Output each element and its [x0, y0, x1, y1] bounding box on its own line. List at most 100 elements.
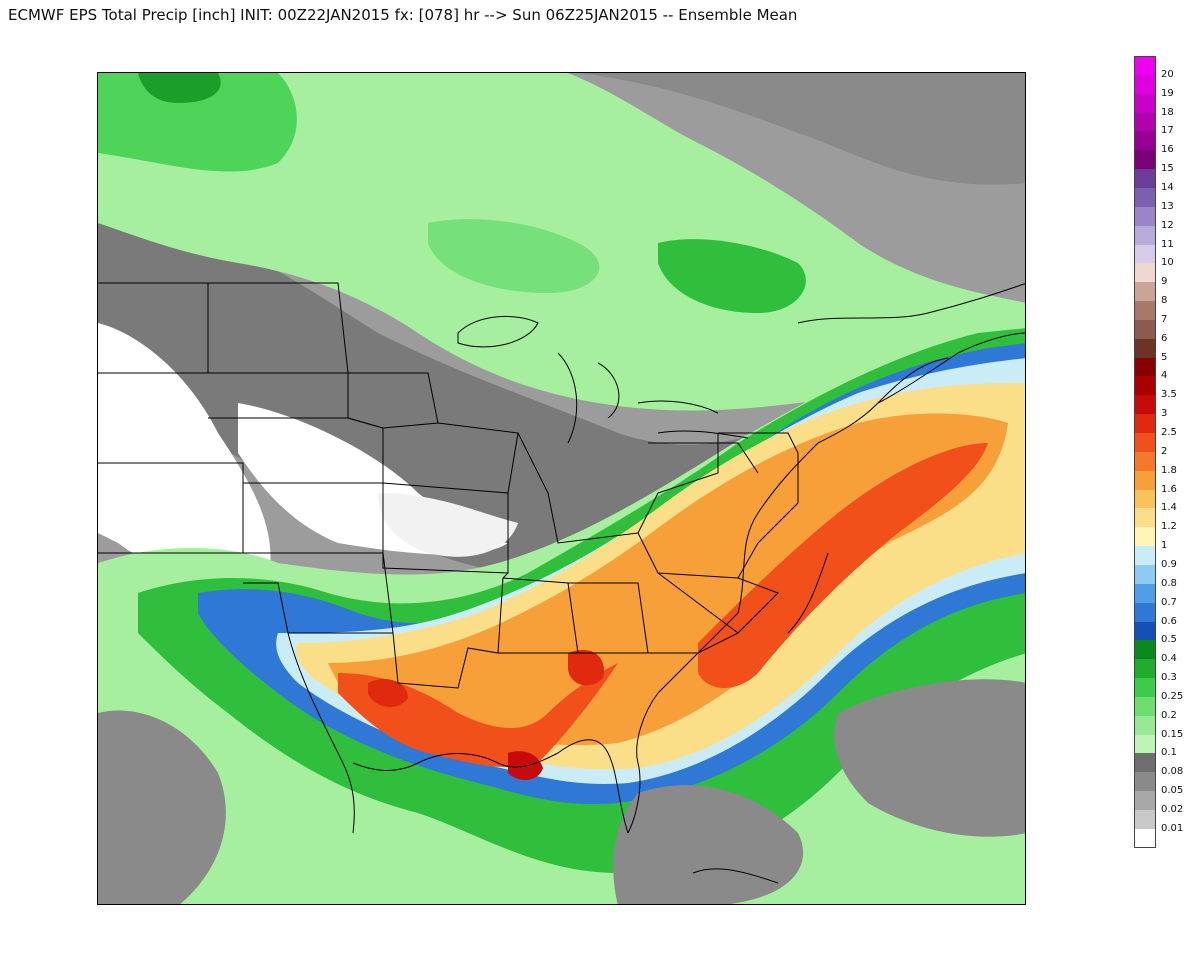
lake-outline — [657, 430, 749, 439]
colorbar-tick-label: 1.8 — [1161, 464, 1177, 476]
colorbar-swatch — [1134, 206, 1156, 227]
colorbar-tick-label: 15 — [1161, 163, 1174, 175]
colorbar-tick-label: 3.5 — [1161, 389, 1177, 401]
colorbar-swatch — [1134, 131, 1156, 151]
precip-band-mid-canada — [98, 73, 297, 172]
lake-outline — [637, 400, 719, 414]
colorbar-tick-label: 0.9 — [1161, 558, 1177, 570]
border-line — [718, 432, 799, 503]
colorbar-tick-label: 0.2 — [1161, 709, 1177, 721]
colorbar-tick-label: 2 — [1161, 445, 1168, 457]
colorbar-tick-label: 0.02 — [1161, 804, 1184, 815]
colorbar-swatch — [1134, 546, 1156, 566]
colorbar-tick-label: 0.5 — [1161, 634, 1177, 646]
state-borders — [98, 282, 1025, 884]
coastline — [877, 332, 1025, 404]
colorbar-tick-label: 0.7 — [1161, 596, 1177, 608]
colorbar-swatch — [1134, 696, 1156, 717]
colorbar-tick-label: 0.8 — [1161, 577, 1177, 589]
colorbar-tick-label: 6 — [1161, 332, 1168, 344]
no-precip-area-midwest — [378, 493, 518, 557]
colorbar-tick-label: 1.4 — [1161, 502, 1177, 514]
colorbar-swatch — [1134, 225, 1156, 245]
colorbar-tick-label: 9 — [1161, 276, 1168, 288]
precip-band-orange-south — [328, 413, 1008, 746]
colorbar-tick-label: 5 — [1161, 351, 1168, 363]
colorbar-swatch — [1134, 74, 1156, 95]
lake-outline — [557, 352, 578, 444]
colorbar-swatch — [1134, 395, 1156, 415]
colorbar-swatch — [1134, 621, 1156, 641]
colorbar-swatch — [1134, 678, 1156, 698]
precip-core-red-ga — [568, 649, 604, 686]
colorbar-swatch — [1134, 602, 1156, 622]
colorbar-tick-label: 0.4 — [1161, 653, 1177, 665]
colorbar-tick-label: 3 — [1161, 408, 1168, 420]
colorbar-swatch — [1134, 376, 1156, 396]
coastline — [352, 739, 629, 834]
precip-core-red-gulf — [368, 678, 408, 708]
colorbar-swatch — [1134, 734, 1156, 754]
colorbar-tick-label: 0.01 — [1161, 822, 1184, 834]
colorbar-tick-label: 7 — [1161, 313, 1168, 325]
colorbar-swatch — [1134, 508, 1156, 528]
precip-map — [97, 72, 1026, 905]
colorbar-swatch — [1134, 828, 1156, 849]
colorbar-swatch — [1134, 564, 1156, 585]
precip-band-grey-southeast — [834, 679, 1025, 837]
border-line — [243, 552, 394, 634]
colorbar-swatch — [1134, 93, 1156, 114]
colorbar-swatch — [1134, 319, 1156, 340]
precip-band-grey-southwest — [98, 710, 226, 904]
colorbar-tick-label: 0.05 — [1161, 785, 1184, 797]
colorbar-tick-label: 18 — [1161, 106, 1174, 118]
colorbar-swatch — [1134, 112, 1156, 132]
no-precip-area-west — [98, 323, 271, 586]
colorbar-swatch — [1134, 753, 1156, 773]
colorbar-swatch — [1134, 150, 1156, 170]
colorbar-swatch — [1134, 659, 1156, 679]
colorbar-swatch — [1134, 791, 1156, 811]
colorbar-tick-label: 10 — [1161, 257, 1174, 269]
colorbar-swatch — [1134, 433, 1156, 453]
border-line — [568, 582, 649, 654]
colorbar-tick-label: 0.6 — [1161, 615, 1177, 627]
colorbar-swatch — [1134, 583, 1156, 604]
colorbar-swatch — [1134, 357, 1156, 377]
colorbar-tick-label: 0.15 — [1161, 728, 1184, 740]
colorbar-swatch — [1134, 263, 1156, 283]
colorbar-swatch — [1134, 338, 1156, 359]
colorbar-tick-label: 0.3 — [1161, 672, 1177, 684]
colorbar-swatch — [1134, 810, 1156, 830]
precip-band-light-north — [98, 73, 1025, 185]
precip-map-canvas — [98, 73, 1025, 904]
colorbar-tick-label: 1 — [1161, 540, 1168, 552]
coastline — [797, 283, 1025, 324]
colorbar-tick-label: 0.1 — [1161, 747, 1177, 759]
colorbar-swatch — [1134, 301, 1156, 321]
precip-band-grey-atlantic — [613, 785, 803, 904]
colorbar-tick-label: 13 — [1161, 200, 1174, 212]
border-line — [98, 282, 209, 374]
colorbar-swatch — [1134, 187, 1156, 208]
coastline — [692, 868, 779, 884]
colorbar-tick-label: 4 — [1161, 370, 1168, 382]
colorbar-swatch — [1134, 56, 1156, 76]
colorbar-tick-label: 17 — [1161, 125, 1174, 137]
page-title: ECMWF EPS Total Precip [inch] INIT: 00Z2… — [8, 6, 798, 24]
border-line — [498, 577, 579, 654]
precip-band-light-ontario — [428, 219, 600, 293]
colorbar-tick-label: 0.08 — [1161, 766, 1184, 778]
precip-band-red-east — [698, 443, 988, 688]
colorbar-tick-label: 19 — [1161, 87, 1174, 99]
colorbar-tick-label: 16 — [1161, 144, 1174, 156]
colorbar-tick-label: 1.2 — [1161, 521, 1177, 533]
precip-band-red-south — [338, 663, 618, 768]
coastline — [787, 552, 829, 634]
colorbar-swatch — [1134, 715, 1156, 736]
colorbar-swatch — [1134, 470, 1156, 491]
border-line — [208, 372, 349, 419]
colorbar-tick-label: 8 — [1161, 295, 1168, 307]
colorbar-swatch — [1134, 489, 1156, 509]
colorbar-tick-label: 1.6 — [1161, 483, 1177, 495]
